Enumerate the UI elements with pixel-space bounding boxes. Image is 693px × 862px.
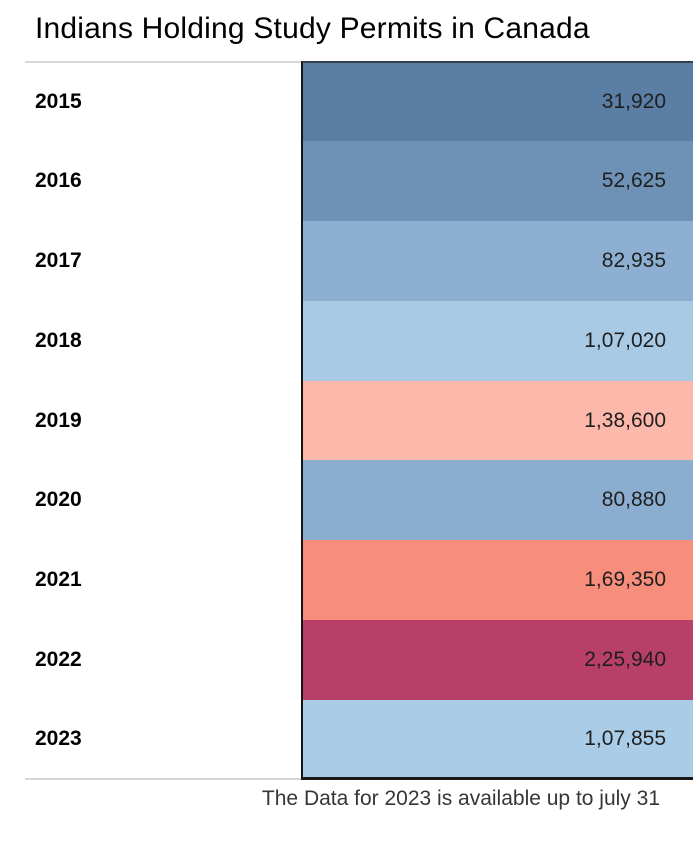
table-row: 2021 1,69,350 xyxy=(25,540,693,621)
value-label: 80,880 xyxy=(601,488,666,512)
year-label: 2022 xyxy=(35,648,82,672)
value-band[interactable]: 80,880 xyxy=(301,460,693,541)
table-row: 2018 1,07,020 xyxy=(25,300,693,381)
value-label: 2,25,940 xyxy=(584,648,666,672)
table-row: 2019 1,38,600 xyxy=(25,380,693,461)
value-band[interactable]: 31,920 xyxy=(301,61,693,141)
year-label: 2019 xyxy=(35,408,82,432)
year-label: 2016 xyxy=(35,168,82,192)
year-label: 2018 xyxy=(35,328,82,352)
value-band[interactable]: 2,25,940 xyxy=(301,620,693,701)
value-label: 82,935 xyxy=(601,248,666,272)
footnote: The Data for 2023 is available up to jul… xyxy=(261,787,660,811)
year-axis-cell: 2022 xyxy=(25,620,301,701)
year-axis-cell: 2017 xyxy=(25,220,301,301)
year-axis-cell: 2016 xyxy=(25,140,301,221)
year-axis-cell: 2023 xyxy=(25,700,301,781)
highlight-table: 2015 31,920 2016 52,625 2017 82,935 2018… xyxy=(25,61,693,781)
year-axis-cell: 2019 xyxy=(25,380,301,461)
year-label: 2015 xyxy=(35,89,82,113)
chart-title: Indians Holding Study Permits in Canada xyxy=(35,12,590,45)
value-label: 52,625 xyxy=(601,168,666,192)
value-label: 1,69,350 xyxy=(584,568,666,592)
year-label: 2021 xyxy=(35,568,82,592)
value-band[interactable]: 1,69,350 xyxy=(301,540,693,621)
table-row: 2023 1,07,855 xyxy=(25,700,693,781)
value-label: 31,920 xyxy=(601,89,666,113)
value-band[interactable]: 82,935 xyxy=(301,220,693,301)
table-row: 2020 80,880 xyxy=(25,460,693,541)
year-label: 2017 xyxy=(35,248,82,272)
year-label: 2023 xyxy=(35,727,82,751)
value-label: 1,38,600 xyxy=(584,408,666,432)
table-row: 2015 31,920 xyxy=(25,61,693,141)
value-band[interactable]: 1,38,600 xyxy=(301,380,693,461)
value-band[interactable]: 1,07,020 xyxy=(301,300,693,381)
year-axis-cell: 2020 xyxy=(25,460,301,541)
value-band[interactable]: 52,625 xyxy=(301,140,693,221)
table-row: 2016 52,625 xyxy=(25,140,693,221)
table-row: 2022 2,25,940 xyxy=(25,620,693,701)
value-label: 1,07,020 xyxy=(584,328,666,352)
year-label: 2020 xyxy=(35,488,82,512)
year-axis-cell: 2015 xyxy=(25,61,301,141)
value-band[interactable]: 1,07,855 xyxy=(301,700,693,781)
year-axis-cell: 2018 xyxy=(25,300,301,381)
table-row: 2017 82,935 xyxy=(25,220,693,301)
value-label: 1,07,855 xyxy=(584,726,666,750)
year-axis-cell: 2021 xyxy=(25,540,301,621)
